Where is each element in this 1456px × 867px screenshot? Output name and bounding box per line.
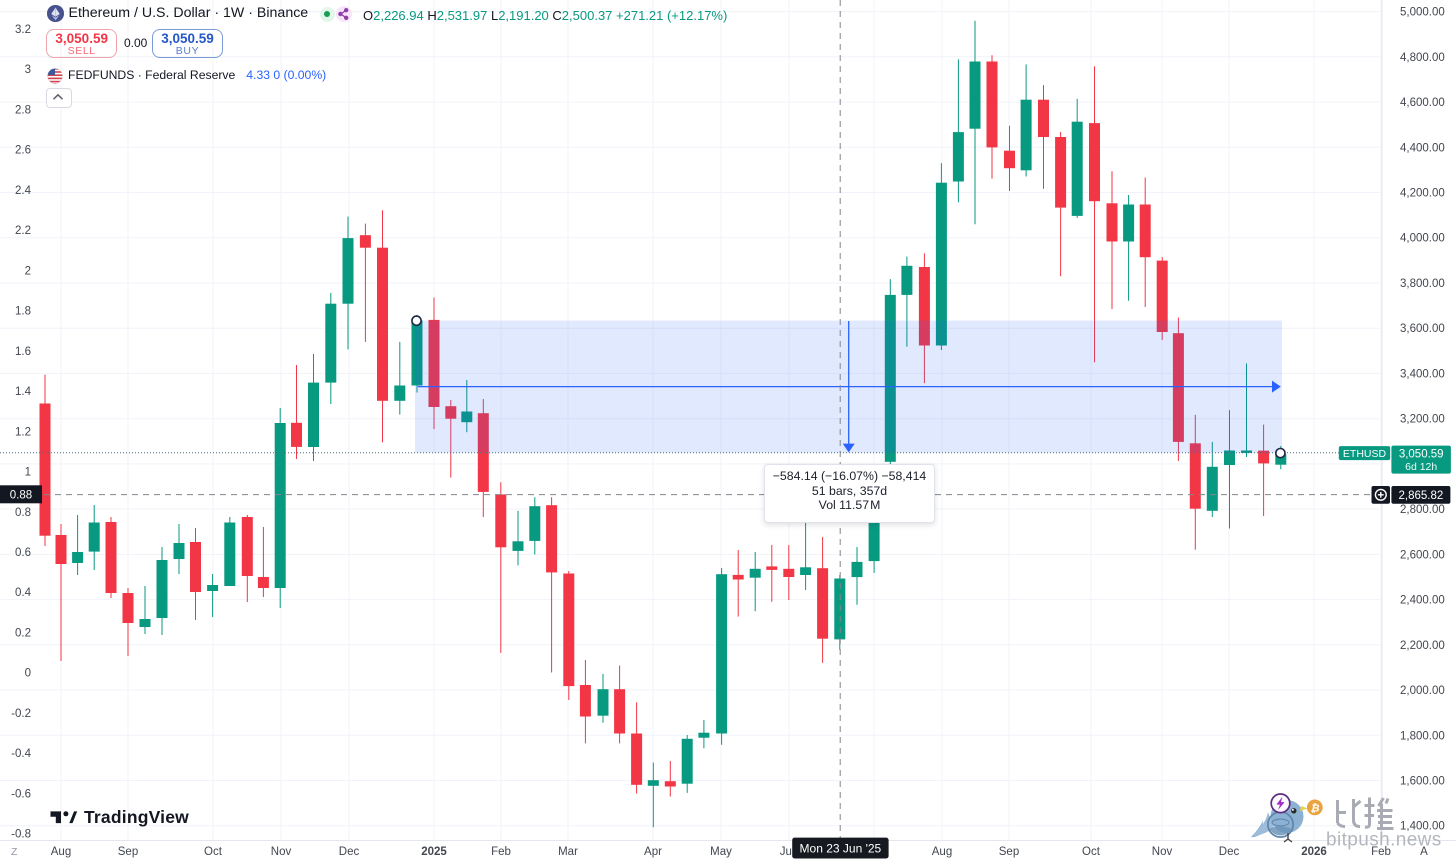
svg-text:1: 1 <box>25 467 31 479</box>
svg-text:1.8: 1.8 <box>15 306 31 318</box>
svg-text:4,800.00: 4,800.00 <box>1400 52 1445 64</box>
svg-text:A: A <box>1420 846 1428 858</box>
svg-text:0.2: 0.2 <box>15 627 31 639</box>
svg-text:bitpush.news: bitpush.news <box>1326 830 1442 851</box>
svg-text:Feb: Feb <box>491 846 511 858</box>
svg-text:Mon 23 Jun '25: Mon 23 Jun '25 <box>800 842 882 856</box>
svg-text:3,600.00: 3,600.00 <box>1400 323 1445 335</box>
svg-text:Oct: Oct <box>1082 846 1101 858</box>
svg-text:-0.6: -0.6 <box>11 788 31 800</box>
svg-text:3,800.00: 3,800.00 <box>1400 278 1445 290</box>
svg-text:Aug: Aug <box>932 846 952 858</box>
svg-text:4,000.00: 4,000.00 <box>1400 233 1445 245</box>
svg-text:2,200.00: 2,200.00 <box>1400 640 1445 652</box>
svg-text:3: 3 <box>25 64 31 76</box>
svg-text:Nov: Nov <box>271 846 292 858</box>
svg-text:3,050.59: 3,050.59 <box>1399 448 1444 460</box>
svg-text:0.8: 0.8 <box>15 507 31 519</box>
svg-text:2,800.00: 2,800.00 <box>1400 504 1445 516</box>
svg-text:Feb: Feb <box>1371 846 1391 858</box>
svg-text:Aug: Aug <box>51 846 71 858</box>
svg-text:3,400.00: 3,400.00 <box>1400 368 1445 380</box>
svg-text:2: 2 <box>25 265 31 277</box>
svg-text:Dec: Dec <box>1219 846 1240 858</box>
svg-text:-0.4: -0.4 <box>11 748 31 760</box>
svg-text:3,200.00: 3,200.00 <box>1400 414 1445 426</box>
svg-text:6d 12h: 6d 12h <box>1405 461 1437 473</box>
svg-text:-0.8: -0.8 <box>11 829 31 841</box>
svg-text:1,800.00: 1,800.00 <box>1400 730 1445 742</box>
svg-text:ETHUSD: ETHUSD <box>1343 448 1387 460</box>
svg-text:2.8: 2.8 <box>15 105 31 117</box>
svg-text:₿: ₿ <box>1310 801 1319 814</box>
svg-text:2.6: 2.6 <box>15 145 31 157</box>
svg-text:1,400.00: 1,400.00 <box>1400 821 1445 833</box>
svg-text:Z: Z <box>11 846 18 858</box>
svg-text:5,000.00: 5,000.00 <box>1400 7 1445 19</box>
svg-text:Apr: Apr <box>644 846 662 858</box>
svg-text:2026: 2026 <box>1301 846 1327 858</box>
svg-text:Sep: Sep <box>118 846 138 858</box>
svg-text:TradingView: TradingView <box>84 807 189 827</box>
svg-text:1.6: 1.6 <box>15 346 31 358</box>
svg-text:2,000.00: 2,000.00 <box>1400 685 1445 697</box>
svg-text:Mar: Mar <box>558 846 578 858</box>
svg-text:4,600.00: 4,600.00 <box>1400 97 1445 109</box>
svg-text:1,600.00: 1,600.00 <box>1400 776 1445 788</box>
svg-text:2,600.00: 2,600.00 <box>1400 549 1445 561</box>
svg-text:0.88: 0.88 <box>10 490 32 502</box>
svg-text:4,200.00: 4,200.00 <box>1400 188 1445 200</box>
svg-text:0.4: 0.4 <box>15 587 32 599</box>
svg-text:4,400.00: 4,400.00 <box>1400 142 1445 154</box>
svg-text:3.2: 3.2 <box>15 24 31 36</box>
svg-text:2025: 2025 <box>421 846 447 858</box>
svg-text:1.4: 1.4 <box>15 386 32 398</box>
svg-text:2,865.82: 2,865.82 <box>1399 490 1444 502</box>
svg-text:2,400.00: 2,400.00 <box>1400 595 1445 607</box>
svg-text:0: 0 <box>25 668 31 680</box>
svg-text:Nov: Nov <box>1152 846 1173 858</box>
svg-text:May: May <box>710 846 732 858</box>
svg-text:0.6: 0.6 <box>15 547 31 559</box>
svg-text:-0.2: -0.2 <box>11 708 31 720</box>
svg-text:Oct: Oct <box>204 846 223 858</box>
svg-text:1.2: 1.2 <box>15 426 31 438</box>
svg-text:Sep: Sep <box>999 846 1019 858</box>
svg-text:2.4: 2.4 <box>15 185 32 197</box>
svg-text:2.2: 2.2 <box>15 225 31 237</box>
svg-text:Dec: Dec <box>339 846 360 858</box>
